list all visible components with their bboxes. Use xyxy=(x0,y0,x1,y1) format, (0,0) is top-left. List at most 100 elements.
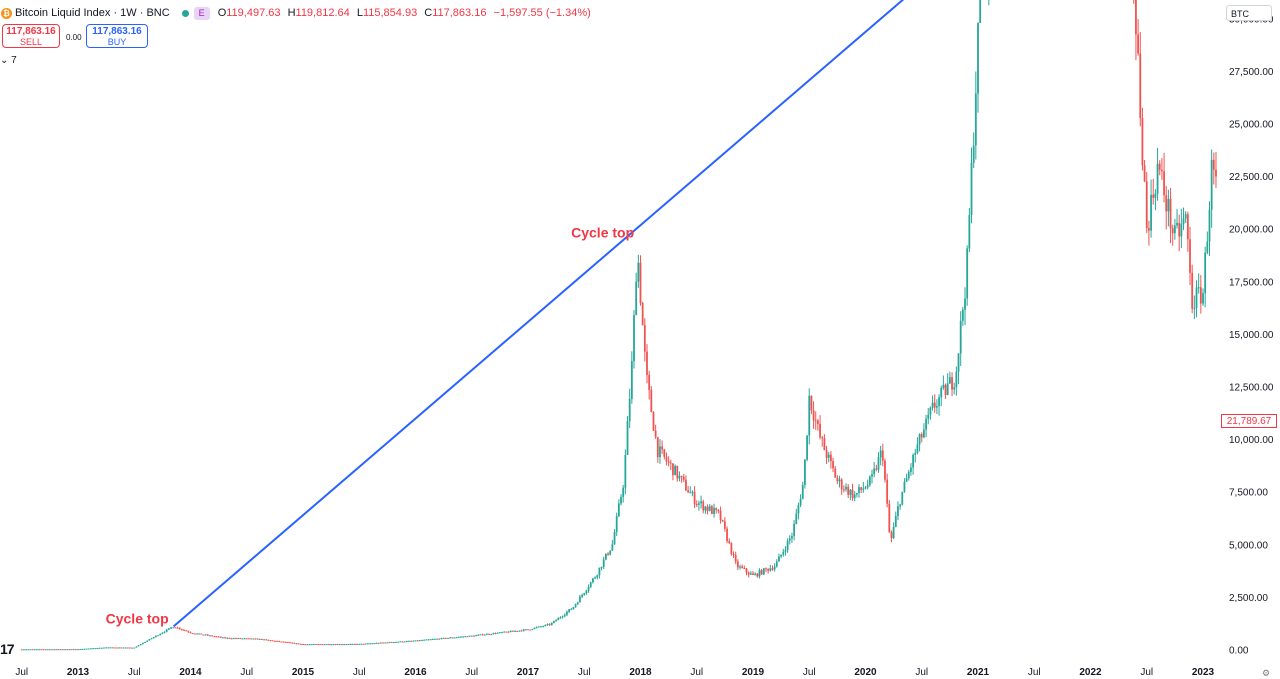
x-tick-label: 2020 xyxy=(854,667,877,678)
candle-body xyxy=(918,434,921,445)
candle-body xyxy=(200,633,203,635)
candle-body xyxy=(31,649,34,651)
candle-body xyxy=(959,320,962,354)
candle-body xyxy=(364,643,367,645)
candle-body xyxy=(232,638,235,640)
candle-body xyxy=(111,647,114,649)
candle-body xyxy=(51,649,53,651)
candle-body xyxy=(70,649,73,651)
candle-body xyxy=(765,568,767,570)
candle-body xyxy=(498,632,501,634)
candle-body xyxy=(929,407,932,415)
tradingview-logo-icon[interactable]: 17 xyxy=(0,641,15,657)
candle-body xyxy=(35,649,38,651)
y-tick-label: 25,000.00 xyxy=(1229,120,1274,131)
candle-body xyxy=(447,637,449,639)
buy-button[interactable]: 117,863.16 BUY xyxy=(86,24,148,48)
candle-body xyxy=(306,644,309,646)
candle-body xyxy=(760,570,763,575)
sell-button[interactable]: 117,863.16 SELL xyxy=(2,24,60,48)
candle-body xyxy=(721,519,724,522)
candle-body xyxy=(488,633,490,635)
candle-body xyxy=(734,554,737,562)
candle-body xyxy=(204,634,207,636)
annotation-label: Cycle top xyxy=(106,610,169,626)
x-tick-label: Jul xyxy=(915,667,928,678)
candle-body xyxy=(700,501,702,504)
candle-body xyxy=(1195,287,1198,308)
candle-body xyxy=(509,630,512,633)
candle-body xyxy=(641,303,644,326)
candle-body xyxy=(425,639,428,641)
low-value: 115,854.93 xyxy=(362,7,418,19)
candle-body xyxy=(405,641,408,643)
gear-icon[interactable]: ⚙ xyxy=(1262,668,1271,678)
candle-body xyxy=(1210,159,1213,210)
candle-body xyxy=(730,542,733,554)
candle-body xyxy=(33,649,36,651)
candle-body xyxy=(574,604,577,608)
candle-body xyxy=(775,561,778,567)
candle-body xyxy=(542,626,545,628)
candle-body xyxy=(27,649,30,651)
collapse-indicators-button[interactable]: ⌄ 7 xyxy=(0,55,17,66)
candle-body xyxy=(436,638,439,640)
candle-body xyxy=(585,590,588,594)
candle-body xyxy=(548,624,551,626)
candle-body xyxy=(252,638,255,640)
symbol-title[interactable]: Bitcoin Liquid Index · 1W · BNC xyxy=(15,7,170,19)
candle-body xyxy=(639,262,642,304)
candle-body xyxy=(912,454,914,468)
candle-body xyxy=(849,489,852,495)
x-tick-label: 2019 xyxy=(742,667,765,678)
candle-body xyxy=(248,638,250,640)
high-value: 119,812.64 xyxy=(295,7,350,19)
candlestick-series xyxy=(20,0,1217,651)
candle-body xyxy=(100,647,103,649)
candle-body xyxy=(109,647,112,649)
candle-body xyxy=(289,642,291,644)
candle-body xyxy=(1160,169,1163,172)
candle-body xyxy=(607,553,609,555)
candle-body xyxy=(719,510,722,520)
time-axis[interactable]: Jul 2013 Jul 2014 Jul 2015 Jul 2016 Jul 2017 Jul 20… xyxy=(15,667,1214,678)
candle-body xyxy=(325,644,328,646)
candle-body xyxy=(583,593,586,595)
candle-body xyxy=(243,638,246,640)
candle-body xyxy=(524,629,527,631)
candle-body xyxy=(804,459,806,485)
candle-body xyxy=(455,637,458,639)
x-tick-label: 2014 xyxy=(179,667,202,678)
candle-body xyxy=(1204,252,1207,294)
candle-body xyxy=(152,637,155,639)
candle-body xyxy=(191,633,194,635)
candle-body xyxy=(373,643,376,645)
candle-body xyxy=(659,446,661,458)
e-badge[interactable]: E xyxy=(193,6,210,20)
price-axis[interactable]: 57,500.0055,000.0052,500.0050,000.0047,5… xyxy=(1229,0,1274,657)
candle-body xyxy=(652,412,655,431)
candle-body xyxy=(133,647,136,649)
candle-body xyxy=(691,491,694,493)
candle-body xyxy=(276,640,278,642)
candle-body xyxy=(328,644,330,646)
candle-body xyxy=(637,262,640,282)
candle-body xyxy=(256,638,259,640)
candle-body xyxy=(96,648,99,650)
currency-selector[interactable]: BTC xyxy=(1226,5,1272,21)
candle-body xyxy=(680,475,683,477)
candle-body xyxy=(654,430,657,438)
candle-body xyxy=(903,481,906,492)
candle-body xyxy=(371,643,374,645)
candle-body xyxy=(972,145,975,163)
candle-body xyxy=(1180,223,1183,237)
candle-body xyxy=(799,499,802,506)
candle-body xyxy=(793,523,796,537)
candle-body xyxy=(1141,117,1144,166)
candle-body xyxy=(1184,214,1187,219)
candle-body xyxy=(968,215,971,249)
candle-body xyxy=(628,398,631,422)
y-tick-label: 12,500.00 xyxy=(1229,383,1274,394)
candle-body xyxy=(1202,293,1204,304)
